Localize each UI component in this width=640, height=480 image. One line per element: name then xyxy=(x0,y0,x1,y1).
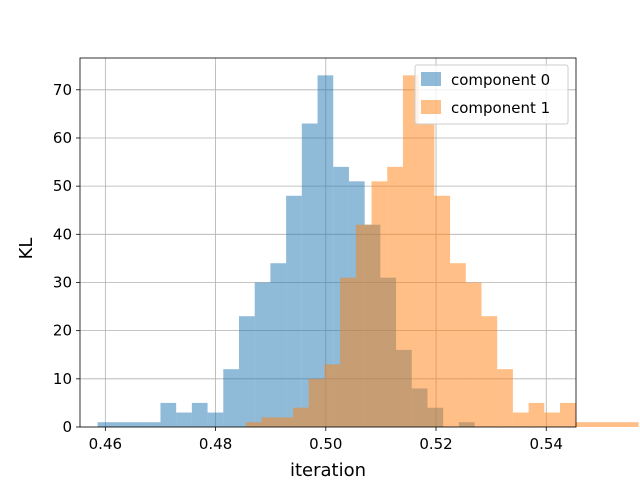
histogram-bar xyxy=(387,166,403,427)
histogram-bar xyxy=(575,422,592,427)
legend-box xyxy=(414,64,569,125)
histogram-bar xyxy=(270,263,287,427)
x-tick-label: 0.50 xyxy=(309,435,342,453)
y-tick-label: 10 xyxy=(53,370,72,388)
histogram-bar xyxy=(418,123,435,428)
histogram-bar xyxy=(324,364,341,427)
histogram-bar xyxy=(317,75,334,427)
histogram-bar xyxy=(512,412,529,427)
histogram-bar xyxy=(308,378,325,427)
histogram-bar xyxy=(340,277,356,427)
histogram-bar xyxy=(245,422,262,427)
y-tick-label: 20 xyxy=(53,322,72,340)
histogram-bar xyxy=(97,422,114,427)
histogram-bar xyxy=(129,422,145,427)
histogram-bar xyxy=(176,412,192,427)
x-tick-label: 0.52 xyxy=(419,435,452,453)
histogram-bar xyxy=(591,422,608,427)
histogram-bar xyxy=(254,282,271,427)
legend-swatch-component-1 xyxy=(421,100,441,114)
histogram-bar xyxy=(622,422,639,427)
y-tick-label: 50 xyxy=(53,177,72,195)
y-tick-label: 0 xyxy=(62,418,72,436)
histogram-bar xyxy=(160,402,177,427)
histogram-bar xyxy=(238,316,255,427)
histogram-bar xyxy=(560,402,576,427)
histogram-bar xyxy=(607,422,623,427)
y-tick-label: 40 xyxy=(53,225,72,243)
y-axis-label: KL xyxy=(16,238,37,260)
histogram-bar xyxy=(301,123,318,428)
x-tick-label: 0.48 xyxy=(199,435,232,453)
legend-label-component-1: component 1 xyxy=(451,99,550,117)
histogram-bar xyxy=(191,402,208,427)
x-axis-label: iteration xyxy=(290,460,366,480)
series-1-bars xyxy=(245,75,639,428)
histogram-bar xyxy=(355,224,372,427)
x-ticks: 0.46 0.48 0.50 0.52 0.54 xyxy=(89,427,563,453)
histogram-bar xyxy=(113,422,130,427)
histogram-bar xyxy=(371,181,388,427)
histogram-bar xyxy=(286,195,302,427)
histogram-bar xyxy=(450,263,466,427)
histogram-bar xyxy=(277,417,294,427)
y-tick-label: 30 xyxy=(53,273,72,291)
axes-frame xyxy=(79,57,577,428)
histogram-bar xyxy=(223,369,239,427)
legend-swatch-component-0 xyxy=(421,72,441,86)
histogram-bars xyxy=(97,75,639,428)
histogram-bar xyxy=(402,75,419,427)
histogram-bar xyxy=(207,412,224,427)
y-tick-label: 70 xyxy=(53,81,72,99)
histogram-bar xyxy=(544,412,561,427)
histogram-bar xyxy=(528,402,545,427)
x-tick-label: 0.54 xyxy=(530,435,563,453)
histogram-bar xyxy=(144,422,161,427)
x-tick-label: 0.46 xyxy=(89,435,122,453)
legend-label-component-0: component 0 xyxy=(451,71,550,89)
legend: component 0 component 1 xyxy=(414,64,569,125)
histogram-bar xyxy=(261,417,278,427)
histogram-bar xyxy=(497,369,513,427)
y-tick-label: 60 xyxy=(53,129,72,147)
histogram-bar xyxy=(293,407,309,427)
histogram-bar xyxy=(434,195,451,427)
histogram-bar xyxy=(481,316,498,427)
histogram-bar xyxy=(465,282,482,427)
y-ticks: 0 10 20 30 40 50 60 70 xyxy=(53,81,80,436)
